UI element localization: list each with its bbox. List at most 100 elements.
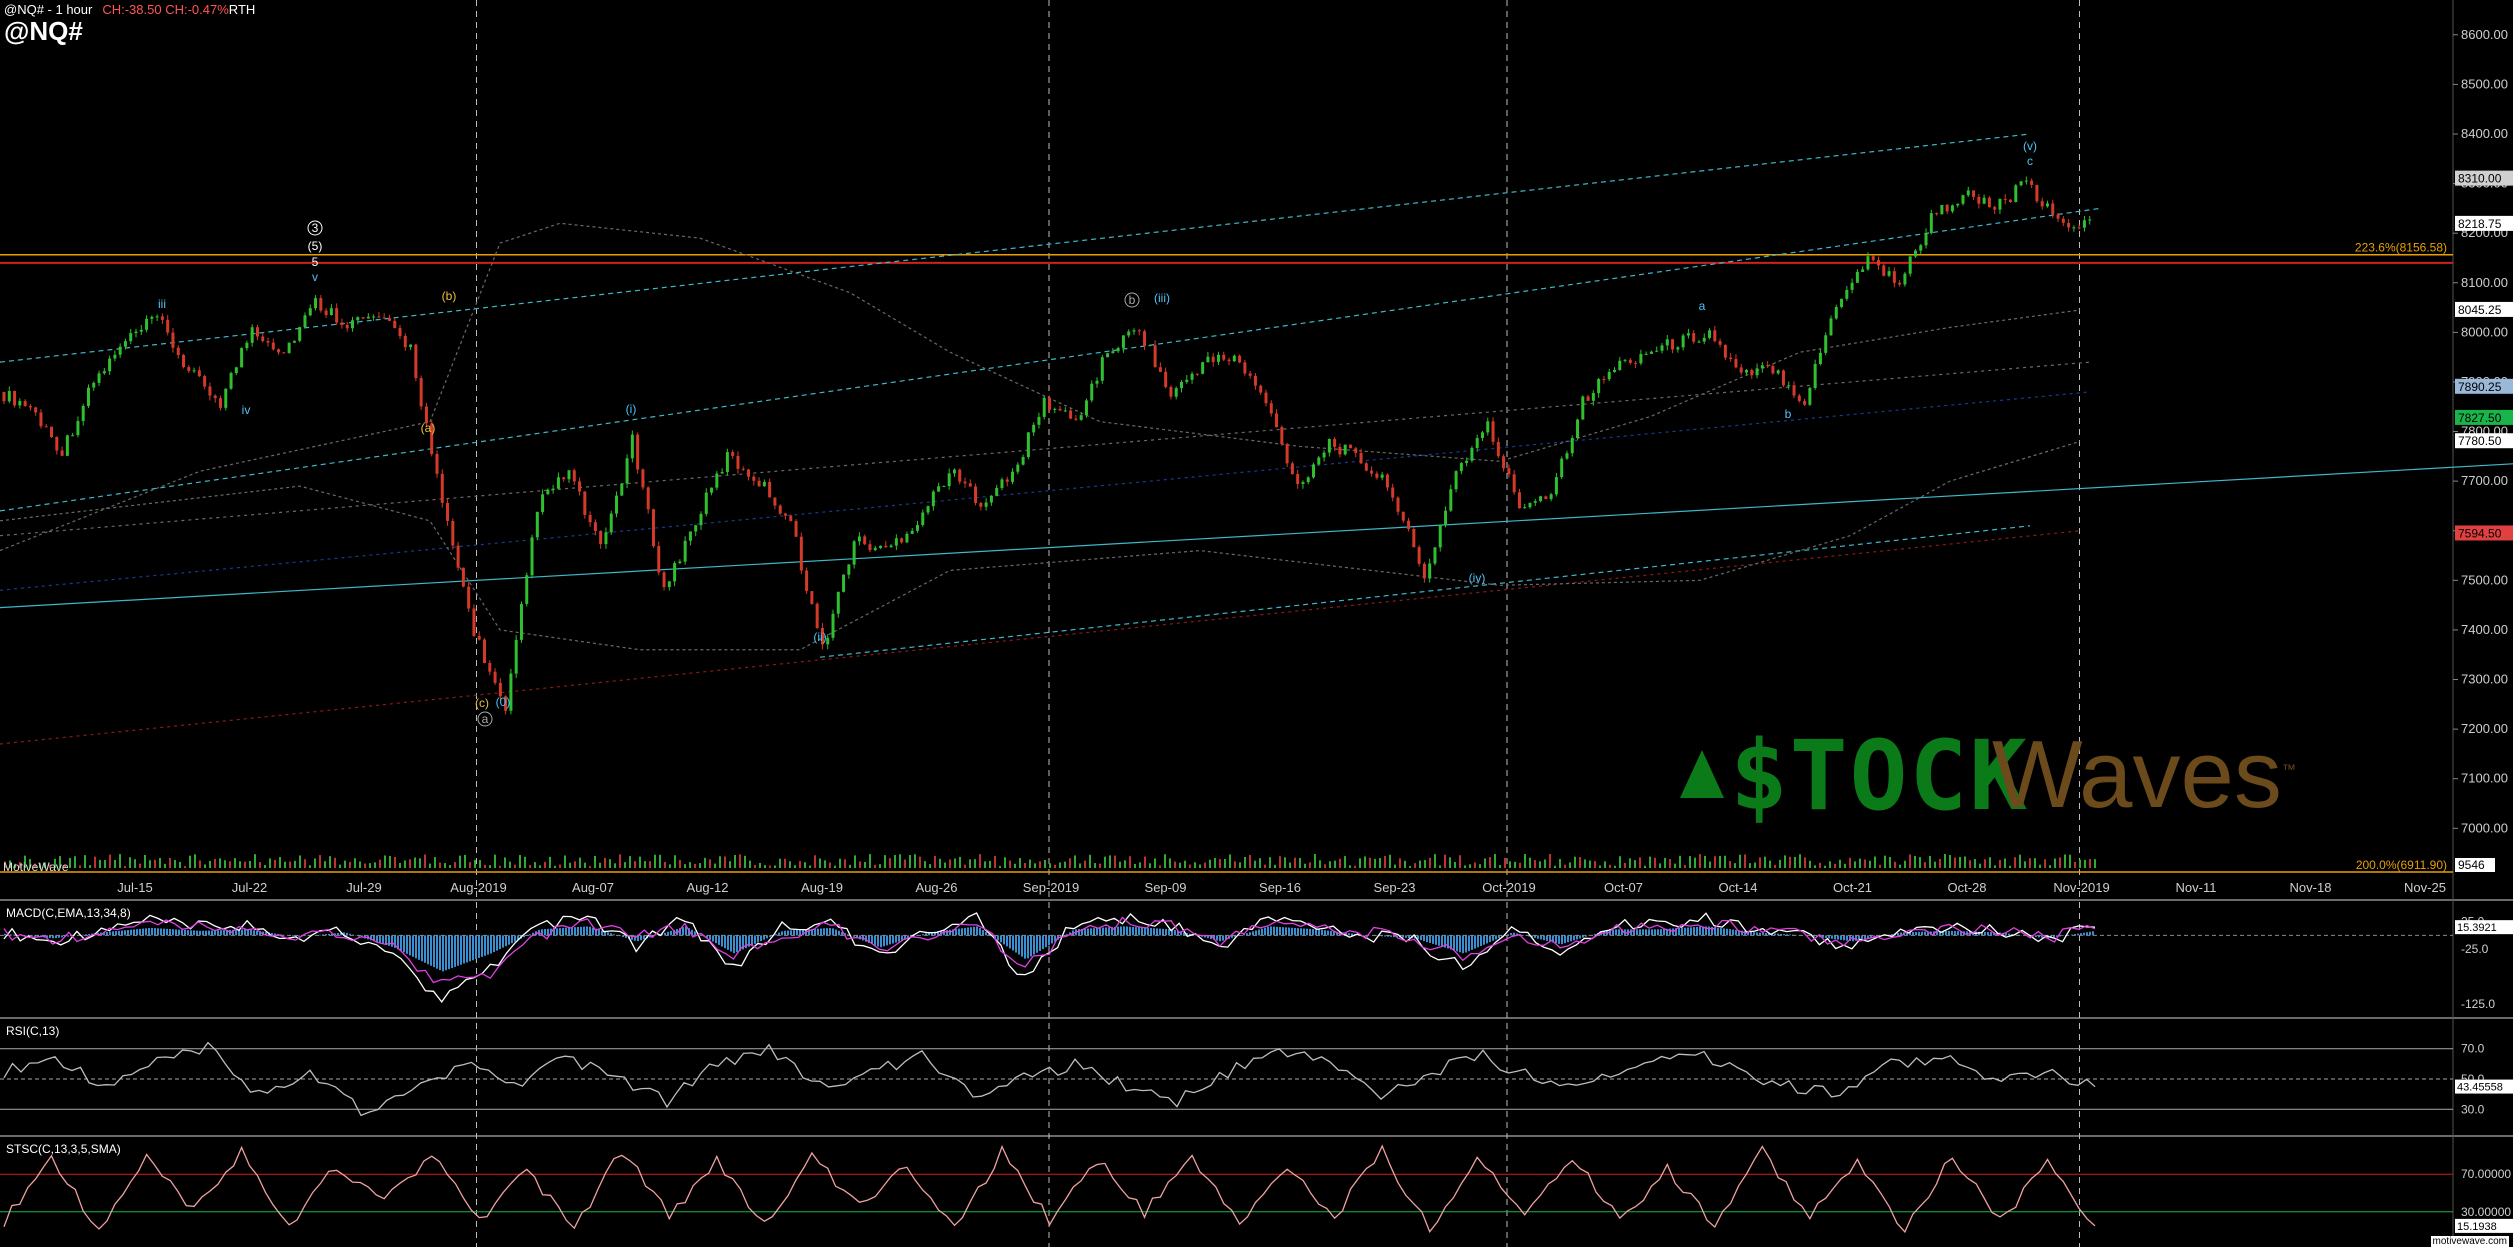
volume-bar <box>1639 857 1641 868</box>
candle-body <box>123 341 127 347</box>
candle-body <box>145 318 149 330</box>
macd-histogram-bar <box>1717 927 1719 936</box>
macd-histogram-bar <box>241 929 243 936</box>
volume-bar <box>1024 862 1026 868</box>
macd-histogram-bar <box>622 935 624 938</box>
candle-body <box>1480 432 1484 439</box>
macd-histogram-bar <box>994 935 996 939</box>
ma-band-upper <box>0 222 2081 552</box>
volume-bar <box>749 860 751 868</box>
macd-histogram-bar <box>1327 930 1329 936</box>
volume-marker-text: 9546 <box>2458 858 2485 872</box>
macd-histogram-bar <box>1345 932 1347 936</box>
macd-histogram-bar <box>1954 931 1956 936</box>
macd-histogram-bar <box>1258 929 1260 936</box>
candle-body <box>414 344 418 379</box>
candle-body <box>968 483 972 487</box>
macd-histogram-bar <box>1309 928 1311 936</box>
macd-histogram-bar <box>397 935 399 950</box>
candle-body <box>810 591 814 604</box>
macd-histogram-bar <box>1936 931 1938 936</box>
indicator-value-box <box>2455 920 2513 935</box>
macd-histogram-bar <box>193 930 195 936</box>
macd-histogram-bar <box>1051 935 1053 944</box>
volume-bar <box>549 856 551 868</box>
macd-histogram-bar <box>523 935 525 938</box>
volume-bar <box>714 863 716 868</box>
macd-histogram-bar <box>469 935 471 962</box>
candle-body <box>1174 388 1178 397</box>
candle-body <box>1391 487 1395 498</box>
indicator-series-line <box>3 916 2096 984</box>
macd-histogram-bar <box>391 935 393 947</box>
macd-histogram-bar <box>1015 935 1017 953</box>
volume-bar <box>1309 862 1311 868</box>
macd-histogram-bar <box>682 927 684 936</box>
macd-histogram-bar <box>2083 932 2085 936</box>
volume-bar <box>999 865 1001 868</box>
candle-body <box>1729 357 1733 360</box>
macd-histogram-bar <box>1387 935 1389 937</box>
wave-label: b <box>1785 407 1792 421</box>
macd-histogram-bar <box>463 935 465 964</box>
candle-body <box>1829 318 1833 336</box>
candle-body <box>351 320 354 329</box>
change-readout: CH:-38.50 CH:-0.47% <box>102 2 229 17</box>
candle-body <box>266 341 270 343</box>
macd-histogram-bar <box>829 927 831 936</box>
candle-body <box>921 512 925 525</box>
macd-histogram-bar <box>418 935 420 960</box>
candle-body <box>60 450 64 456</box>
volume-bar <box>1404 860 1406 868</box>
candle-body <box>556 477 560 489</box>
volume-bar <box>329 856 331 868</box>
macd-histogram-bar <box>1321 929 1323 936</box>
macd-histogram-bar <box>745 935 747 949</box>
macd-histogram-bar <box>1585 935 1587 937</box>
volume-bar <box>1889 857 1891 868</box>
footer-url[interactable]: motivewave.com <box>2430 1236 2509 1247</box>
macd-histogram-bar <box>1555 935 1557 944</box>
volume-bar <box>1884 855 1886 868</box>
macd-histogram-bar <box>166 928 168 936</box>
candle-body <box>1327 438 1331 453</box>
volume-bar <box>49 864 51 868</box>
volume-bar <box>2029 858 2031 868</box>
macd-histogram-bar <box>598 929 600 936</box>
macd-histogram-bar <box>493 935 495 953</box>
macd-histogram-bar <box>1351 933 1353 936</box>
price-tick-label: 8000.00 <box>2461 324 2508 339</box>
candle-body <box>1048 397 1051 410</box>
volume-bar <box>2004 858 2006 868</box>
volume-bar <box>344 860 346 868</box>
macd-histogram-bar <box>169 929 171 936</box>
volume-bar <box>254 854 256 868</box>
macd-histogram-bar <box>1912 932 1914 936</box>
volume-bar <box>639 856 641 868</box>
volume-bar <box>314 858 316 868</box>
volume-bar <box>1624 862 1626 868</box>
time-tick-label: Aug-07 <box>572 880 614 895</box>
macd-histogram-bar <box>751 935 753 946</box>
volume-bar <box>849 864 851 868</box>
macd-histogram-bar <box>1105 927 1107 936</box>
volume-bar <box>529 865 531 868</box>
macd-histogram-bar <box>1720 928 1722 936</box>
macd-histogram-bar <box>421 935 423 962</box>
volume-bar <box>694 863 696 868</box>
candle-body <box>1306 477 1310 483</box>
macd-histogram-bar <box>1453 935 1455 951</box>
macd-histogram-bar <box>1402 935 1404 938</box>
candle-body <box>240 348 244 368</box>
volume-bar <box>1724 855 1726 868</box>
macd-histogram-bar <box>1780 933 1782 936</box>
volume-bar <box>1054 864 1056 868</box>
volume-bar <box>1579 857 1581 868</box>
macd-histogram-bar <box>676 929 678 936</box>
volume-bar <box>1314 854 1316 868</box>
macd-histogram-bar <box>1723 928 1725 936</box>
candle-body <box>805 570 809 592</box>
candle-body <box>1987 197 1991 208</box>
candle-body <box>852 541 856 565</box>
